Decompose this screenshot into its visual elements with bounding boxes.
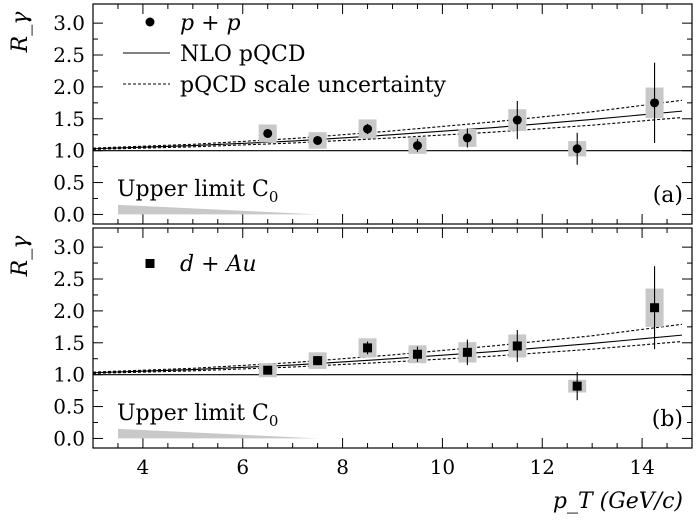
- upper-limit-label-text: Upper limit C: [117, 177, 269, 202]
- panel-a: 0.0 0.5 1.0 1.5 2.0 2.5 3.0 R_γ p + p NLO pQCD pQC…: [8, 3, 693, 226]
- upper-limit-label-text: Upper limit C: [117, 401, 269, 426]
- data-point: [462, 347, 472, 357]
- x-tick-label: 8: [336, 455, 349, 479]
- upper-limit-band: [117, 428, 318, 439]
- data-point: [512, 341, 522, 351]
- legend-label: pQCD scale uncertainty: [180, 73, 447, 98]
- upper-limit-label: Upper limit C0: [117, 401, 278, 430]
- upper-limit-label: Upper limit C0: [117, 177, 278, 206]
- data-point: [572, 144, 582, 154]
- scale-uncertainty-upper: [92, 323, 683, 373]
- data-point: [650, 303, 660, 313]
- y-tick-label: 0.0: [53, 426, 85, 450]
- data-point: [462, 133, 472, 143]
- panel-b: 0.0 0.5 1.0 1.5 2.0 2.5 3.0 4 6 8 10 12 14 R_γ d + Au (…: [8, 227, 693, 514]
- y-axis-title: R_γ: [8, 235, 33, 278]
- y-tick-label: 0.5: [53, 171, 85, 195]
- nlo-pqcd-curve: [92, 110, 683, 150]
- x-tick-label: 14: [629, 455, 654, 479]
- scale-uncertainty-lower: [92, 116, 683, 150]
- x-tick-label: 4: [137, 455, 150, 479]
- nlo-pqcd-curve: [92, 334, 683, 374]
- upper-limit-subscript: 0: [269, 412, 279, 430]
- legend-marker-square: [145, 259, 155, 268]
- y-axis-title: R_γ: [8, 11, 33, 54]
- x-tick-label: 6: [236, 455, 249, 479]
- legend-label: d + Au: [180, 252, 257, 277]
- panel-tag: (b): [652, 407, 683, 432]
- data-point: [313, 356, 323, 366]
- scale-uncertainty-lower: [92, 340, 683, 374]
- upper-limit-band: [117, 204, 318, 215]
- y-tick-label: 3.0: [53, 235, 85, 259]
- legend-label: NLO pQCD: [180, 42, 305, 67]
- y-tick-label: 2.5: [53, 43, 85, 67]
- data-point: [650, 98, 660, 108]
- y-tick-label: 1.5: [53, 331, 85, 355]
- x-tick-label: 12: [530, 455, 555, 479]
- data-point: [412, 349, 422, 359]
- y-tick-label: 0.5: [53, 395, 85, 419]
- y-tick-label: 1.5: [53, 107, 85, 131]
- data-point: [512, 115, 522, 125]
- y-tick-label: 1.0: [53, 363, 85, 387]
- data-point: [572, 381, 582, 391]
- scale-uncertainty-upper: [92, 99, 683, 149]
- y-tick-label: 0.0: [53, 202, 85, 226]
- y-tick-label: 2.5: [53, 267, 85, 291]
- y-tick-label: 2.0: [53, 299, 85, 323]
- y-tick-label: 3.0: [53, 11, 85, 35]
- data-point: [263, 128, 273, 138]
- x-axis-title: p_T (GeV/c): [553, 489, 683, 514]
- legend-marker-circle: [145, 17, 155, 27]
- x-tick-label: 10: [430, 455, 455, 479]
- legend-label: p + p: [180, 11, 241, 36]
- data-point: [363, 124, 373, 134]
- data-point: [313, 135, 323, 145]
- data-point: [263, 365, 273, 375]
- data-point: [412, 141, 422, 151]
- panel-tag: (a): [653, 183, 683, 208]
- y-tick-label: 2.0: [53, 75, 85, 99]
- data-point: [363, 343, 373, 353]
- upper-limit-subscript: 0: [269, 188, 279, 206]
- y-tick-label: 1.0: [53, 139, 85, 163]
